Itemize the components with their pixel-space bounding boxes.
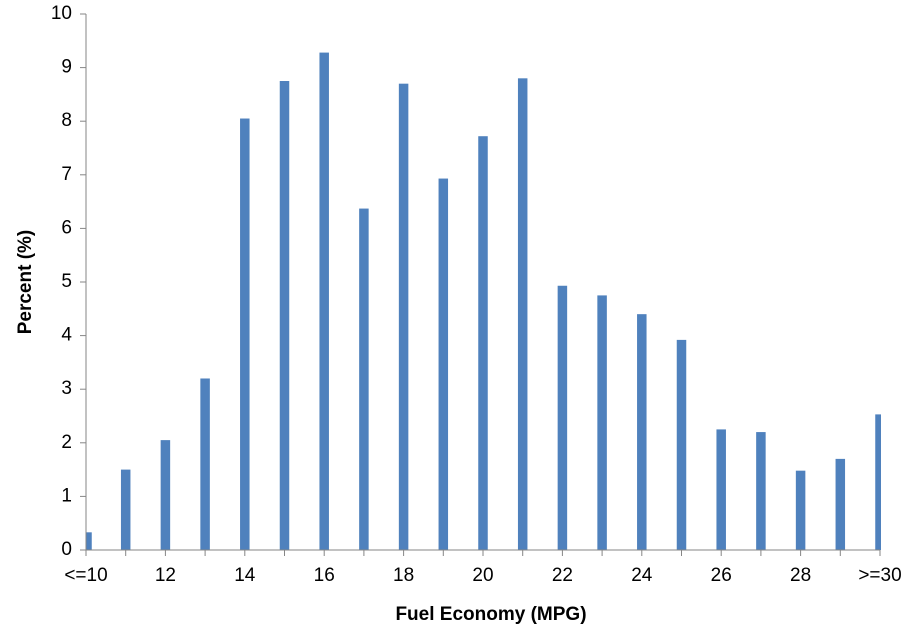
y-tick-label: 0 <box>61 539 72 560</box>
y-tick-label: 7 <box>61 164 72 185</box>
bar-12 <box>160 440 171 550</box>
y-tick-label: 2 <box>61 432 72 453</box>
bar-17 <box>359 208 369 550</box>
bar-13 <box>200 378 210 550</box>
y-tick-label: 8 <box>61 110 72 131</box>
bar-15 <box>279 81 290 550</box>
y-axis-title: Percent (%) <box>15 230 36 335</box>
x-tick-label: 20 <box>472 565 493 586</box>
y-tick-label: 5 <box>61 271 72 292</box>
y-tick-label: 1 <box>61 485 72 506</box>
bar-23 <box>597 295 607 550</box>
bar-28 <box>795 470 806 550</box>
y-axis: 0 1 2 3 4 5 6 7 8 9 10 <box>51 3 87 560</box>
bar-26 <box>716 429 726 550</box>
x-axis-title: Fuel Economy (MPG) <box>395 604 586 625</box>
x-tick-label: 22 <box>552 565 573 586</box>
bar-29 <box>835 458 846 550</box>
bar-21 <box>517 78 528 550</box>
x-tick-label: 28 <box>790 565 811 586</box>
bar-27 <box>756 432 766 550</box>
x-tick-label: 16 <box>314 565 335 586</box>
bars-group <box>86 52 881 551</box>
bar-20 <box>478 136 488 550</box>
x-tick-label: <=10 <box>64 565 107 586</box>
x-tick-label: 12 <box>155 565 176 586</box>
bar-25 <box>676 339 687 550</box>
bar-22 <box>557 285 568 550</box>
bar-16 <box>319 52 329 550</box>
y-tick-label: 9 <box>61 57 72 78</box>
bar-11 <box>120 469 131 550</box>
x-tick-label: >=30 <box>858 565 901 586</box>
bar-19 <box>438 178 449 550</box>
bar-ge30 <box>875 414 881 550</box>
y-tick-label: 3 <box>61 378 72 399</box>
x-tick-label: 18 <box>393 565 414 586</box>
x-tick-label: 24 <box>631 565 653 586</box>
bar-le10 <box>86 532 92 550</box>
bar-14 <box>240 118 250 551</box>
x-axis: <=10 12 14 16 18 20 22 24 26 28 >=30 <box>64 549 902 586</box>
y-tick-label: 10 <box>51 3 72 24</box>
x-tick-label: 14 <box>234 565 256 586</box>
bar-24 <box>637 314 647 550</box>
bar-18 <box>398 83 409 551</box>
y-tick-label: 4 <box>61 325 72 346</box>
x-tick-label: 26 <box>711 565 732 586</box>
y-tick-label: 6 <box>61 217 72 238</box>
